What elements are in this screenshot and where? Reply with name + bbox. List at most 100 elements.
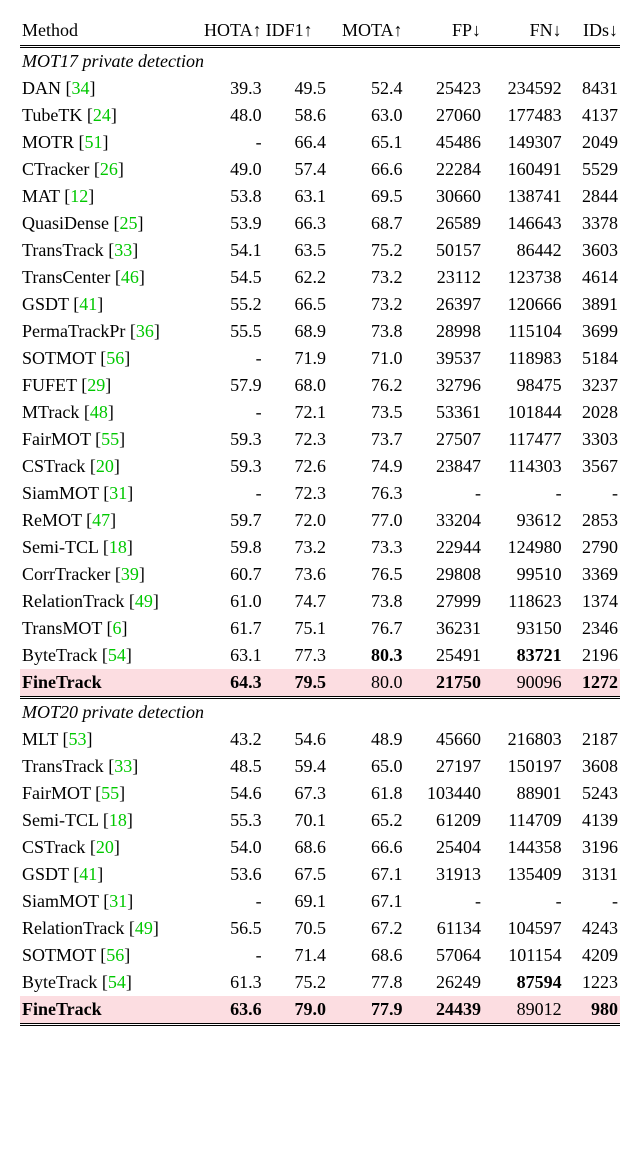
cell-ids: 4209: [564, 942, 620, 969]
cell-method: QuasiDense [25]: [20, 210, 197, 237]
cell-mota: 76.7: [328, 615, 405, 642]
cell-ids: 3237: [564, 372, 620, 399]
ref-link[interactable]: 24: [93, 105, 111, 125]
cell-idf1: 66.3: [264, 210, 328, 237]
ref-link[interactable]: 34: [72, 78, 90, 98]
cell-fp: 23847: [405, 453, 484, 480]
ref-link[interactable]: 31: [109, 891, 127, 911]
cell-method: TransTrack [33]: [20, 237, 197, 264]
results-table: MethodHOTA↑IDF1↑MOTA↑FP↓FN↓IDs↓MOT17 pri…: [20, 20, 620, 1026]
cell-idf1: 77.3: [264, 642, 328, 669]
cell-fp: 25404: [405, 834, 484, 861]
ref-link[interactable]: 51: [85, 132, 103, 152]
cell-mota: 80.3: [328, 642, 405, 669]
ref-link[interactable]: 56: [106, 945, 124, 965]
cell-method: FineTrack: [20, 996, 197, 1025]
ref-link[interactable]: 6: [113, 618, 122, 638]
cell-fp: 103440: [405, 780, 484, 807]
ref-link[interactable]: 55: [101, 783, 119, 803]
cell-mota: 66.6: [328, 156, 405, 183]
cell-hota: 61.7: [197, 615, 263, 642]
table-row: FairMOT [55]59.372.373.7275071174773303: [20, 426, 620, 453]
cell-mota: 77.8: [328, 969, 405, 996]
cell-idf1: 72.3: [264, 426, 328, 453]
ref-link[interactable]: 46: [121, 267, 139, 287]
cell-fp: 25491: [405, 642, 484, 669]
ref-link[interactable]: 53: [69, 729, 87, 749]
ref-link[interactable]: 54: [108, 972, 126, 992]
col-fp: FP↓: [405, 20, 484, 47]
section-title: MOT17 private detection: [20, 47, 620, 76]
cell-idf1: 73.2: [264, 534, 328, 561]
cell-method: CTracker [26]: [20, 156, 197, 183]
ref-link[interactable]: 20: [96, 837, 114, 857]
cell-hota: 53.9: [197, 210, 263, 237]
ref-link[interactable]: 48: [90, 402, 108, 422]
table-row: SOTMOT [56]-71.468.6570641011544209: [20, 942, 620, 969]
cell-ids: 3608: [564, 753, 620, 780]
cell-fn: 177483: [483, 102, 564, 129]
cell-ids: 5184: [564, 345, 620, 372]
ref-link[interactable]: 26: [100, 159, 118, 179]
cell-ids: 4139: [564, 807, 620, 834]
cell-mota: 73.2: [328, 291, 405, 318]
ref-link[interactable]: 36: [136, 321, 154, 341]
cell-hota: 63.6: [197, 996, 263, 1025]
ref-link[interactable]: 41: [79, 864, 97, 884]
cell-hota: 54.6: [197, 780, 263, 807]
cell-idf1: 63.5: [264, 237, 328, 264]
ref-link[interactable]: 33: [114, 240, 132, 260]
ref-link[interactable]: 25: [119, 213, 137, 233]
cell-method: CorrTracker [39]: [20, 561, 197, 588]
cell-mota: 73.8: [328, 318, 405, 345]
cell-method: SOTMOT [56]: [20, 942, 197, 969]
cell-hota: 55.2: [197, 291, 263, 318]
cell-hota: 56.5: [197, 915, 263, 942]
ref-link[interactable]: 49: [135, 918, 153, 938]
ref-link[interactable]: 31: [109, 483, 127, 503]
ref-link[interactable]: 33: [114, 756, 132, 776]
cell-idf1: 68.9: [264, 318, 328, 345]
cell-mota: 73.5: [328, 399, 405, 426]
col-method: Method: [20, 20, 197, 47]
ref-link[interactable]: 18: [109, 810, 127, 830]
ref-link[interactable]: 20: [96, 456, 114, 476]
ref-link[interactable]: 18: [109, 537, 127, 557]
cell-hota: 48.0: [197, 102, 263, 129]
cell-hota: -: [197, 942, 263, 969]
table-row: QuasiDense [25]53.966.368.72658914664333…: [20, 210, 620, 237]
ref-link[interactable]: 54: [108, 645, 126, 665]
cell-idf1: 79.0: [264, 996, 328, 1025]
table-header: MethodHOTA↑IDF1↑MOTA↑FP↓FN↓IDs↓: [20, 20, 620, 47]
cell-idf1: 67.3: [264, 780, 328, 807]
ref-link[interactable]: 12: [70, 186, 88, 206]
ref-link[interactable]: 47: [92, 510, 110, 530]
cell-method: SiamMOT [31]: [20, 480, 197, 507]
cell-mota: 76.5: [328, 561, 405, 588]
ref-link[interactable]: 49: [135, 591, 153, 611]
cell-idf1: 71.9: [264, 345, 328, 372]
cell-fp: 27060: [405, 102, 484, 129]
cell-fn: 216803: [483, 726, 564, 753]
ref-link[interactable]: 56: [106, 348, 124, 368]
cell-ids: 3196: [564, 834, 620, 861]
cell-mota: 65.0: [328, 753, 405, 780]
cell-fn: 98475: [483, 372, 564, 399]
cell-hota: -: [197, 480, 263, 507]
cell-ids: 980: [564, 996, 620, 1025]
cell-fn: 83721: [483, 642, 564, 669]
table-row: ReMOT [47]59.772.077.033204936122853: [20, 507, 620, 534]
cell-ids: 1223: [564, 969, 620, 996]
ref-link[interactable]: 29: [87, 375, 105, 395]
ref-link[interactable]: 41: [79, 294, 97, 314]
cell-idf1: 66.4: [264, 129, 328, 156]
cell-mota: 75.2: [328, 237, 405, 264]
cell-method: SiamMOT [31]: [20, 888, 197, 915]
cell-method: RelationTrack [49]: [20, 915, 197, 942]
cell-fn: 149307: [483, 129, 564, 156]
cell-method: CSTrack [20]: [20, 453, 197, 480]
ref-link[interactable]: 55: [101, 429, 119, 449]
cell-hota: 60.7: [197, 561, 263, 588]
cell-fn: 144358: [483, 834, 564, 861]
ref-link[interactable]: 39: [121, 564, 139, 584]
